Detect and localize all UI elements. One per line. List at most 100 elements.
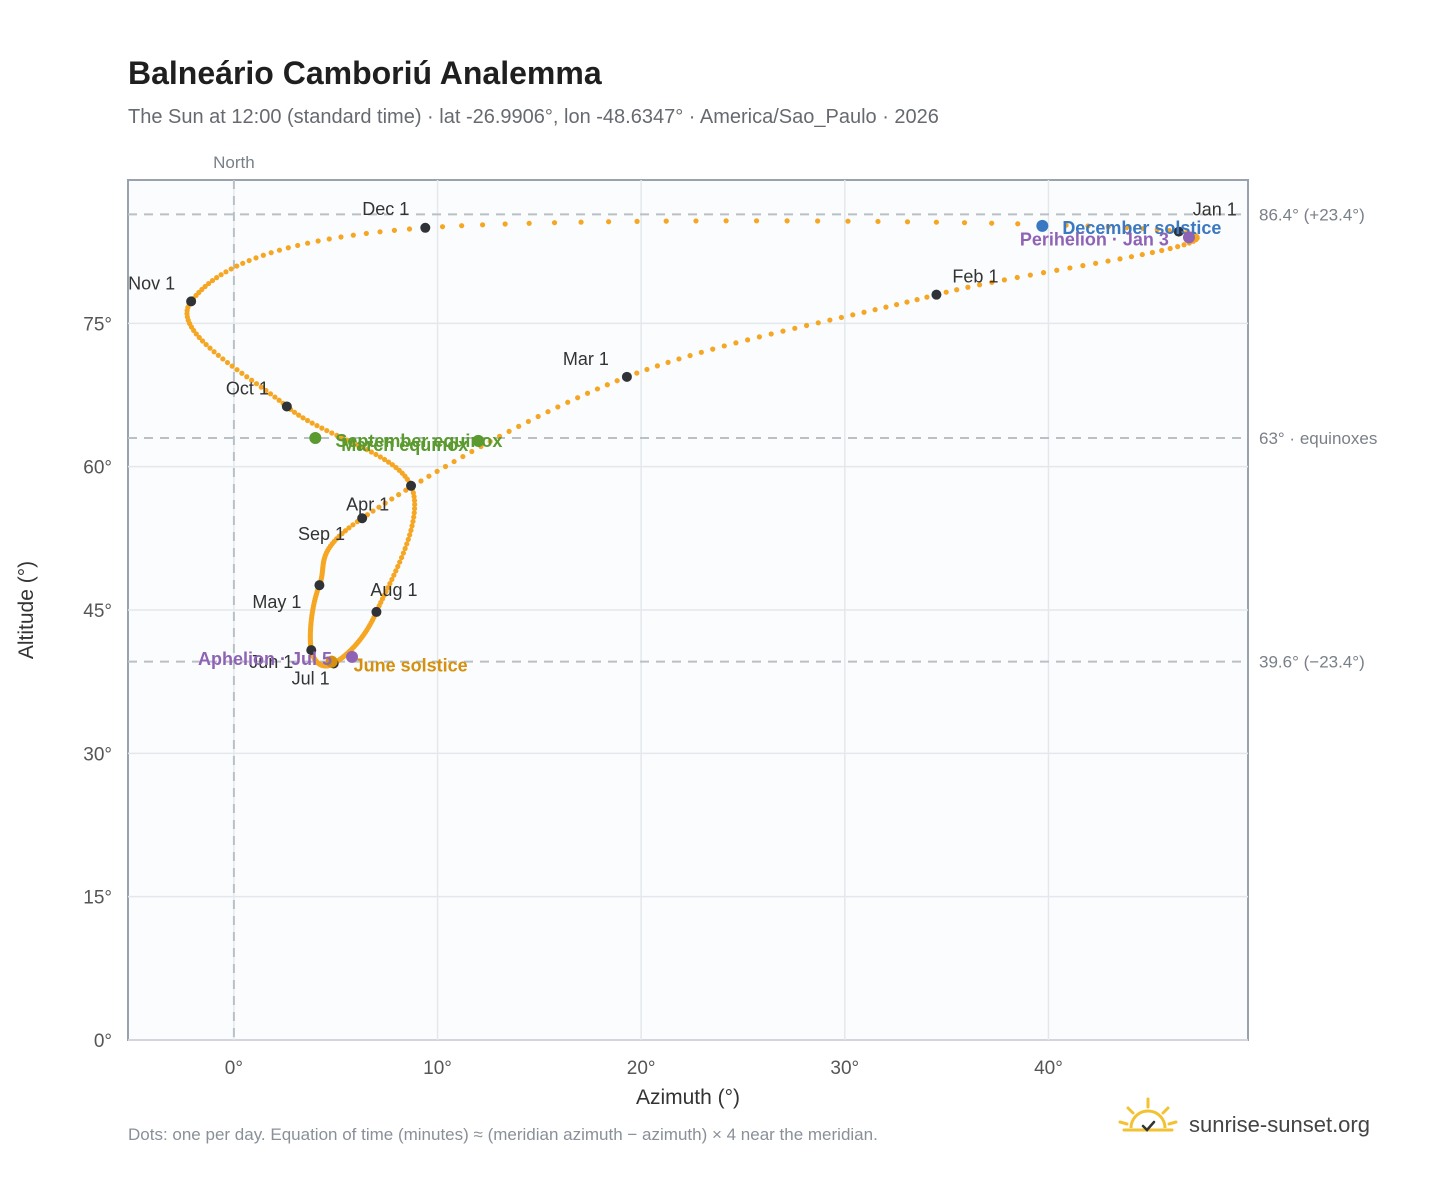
month-label: Oct 1	[226, 378, 269, 398]
month-label: Jun 1	[249, 652, 293, 672]
month-marker	[406, 480, 417, 491]
analemma-dot	[861, 309, 867, 315]
analemma-dot	[883, 304, 889, 310]
analemma-dot	[654, 363, 661, 369]
analemma-dot	[223, 269, 229, 275]
analemma-dot	[272, 394, 278, 400]
analemma-dot	[314, 423, 320, 429]
analemma-dot	[405, 536, 411, 543]
analemma-dot	[268, 250, 274, 256]
analemma-dot	[1139, 251, 1145, 258]
analemma-dot	[300, 415, 306, 421]
sun-icon	[1118, 1097, 1178, 1132]
analemma-dot	[326, 236, 332, 242]
x-tick-label: 10°	[423, 1058, 452, 1079]
analemma-dot	[469, 448, 475, 455]
event-marker	[1182, 231, 1195, 244]
analemma-dot	[397, 559, 403, 565]
analemma-dot	[565, 399, 571, 405]
analemma-dot	[1001, 277, 1007, 283]
month-marker	[931, 289, 942, 300]
month-label: May 1	[252, 592, 301, 612]
month-label: Dec 1	[362, 199, 409, 219]
analemma-dot	[234, 263, 240, 269]
analemma-dot	[1085, 223, 1091, 229]
analemma-dot	[1181, 242, 1187, 248]
analemma-dot	[350, 232, 356, 238]
analemma-dot	[220, 356, 226, 362]
analemma-dot	[206, 280, 212, 287]
analemma-dot	[1167, 245, 1173, 252]
analemma-dot	[663, 218, 669, 224]
meridian-label: North	[213, 153, 255, 172]
analemma-dot	[1014, 274, 1020, 281]
reference-line-label: 39.6° (−23.4°)	[1259, 653, 1365, 672]
analemma-dot	[391, 572, 397, 578]
analemma-dot	[780, 328, 786, 334]
analemma-dot	[398, 554, 405, 561]
analemma-dot	[989, 220, 995, 226]
analemma-dot	[339, 435, 345, 441]
x-tick-label: 40°	[1034, 1058, 1063, 1079]
event-label: Perihelion · Jan 3	[1020, 229, 1169, 249]
analemma-dot	[1140, 225, 1146, 232]
analemma-dot	[516, 423, 522, 429]
analemma-dot	[377, 454, 383, 460]
analemma-dot	[634, 370, 640, 376]
analemma-dot	[721, 343, 727, 349]
analemma-dot	[304, 417, 311, 424]
analemma-dot	[403, 487, 409, 493]
event-marker	[309, 432, 322, 444]
month-label: Sep 1	[298, 524, 345, 544]
month-marker	[621, 371, 632, 382]
analemma-dot	[545, 409, 551, 415]
analemma-dot	[710, 346, 716, 352]
month-label: Feb 1	[952, 267, 998, 287]
analemma-dot	[211, 349, 217, 355]
y-tick-label: 15°	[83, 888, 112, 909]
analemma-dot	[1166, 227, 1172, 234]
analemma-dot	[1149, 249, 1156, 256]
analemma-dot	[276, 397, 282, 403]
analemma-dot	[350, 522, 356, 528]
analemma-dot	[215, 352, 221, 358]
month-label: Nov 1	[128, 273, 175, 293]
analemma-dot	[604, 382, 610, 388]
analemma-dot	[665, 359, 671, 365]
meridian: North	[213, 153, 255, 1040]
analemma-dot	[914, 297, 920, 303]
analemma-dot	[434, 468, 440, 474]
analemma-dot	[687, 352, 693, 359]
analemma-dot	[1027, 272, 1033, 278]
analemma-dot	[396, 492, 402, 498]
analemma-dot	[385, 585, 391, 591]
month-marker	[357, 513, 368, 524]
analemma-dot	[411, 510, 417, 516]
analemma-dot	[258, 384, 264, 390]
analemma-dot	[1080, 263, 1086, 269]
analemma-dot	[389, 496, 395, 502]
analemma-dot	[924, 294, 930, 300]
analemma-dot	[634, 218, 640, 224]
analemma-dot	[525, 418, 531, 425]
analemma-dot	[850, 312, 856, 318]
brand-name: sunrise-sunset.org	[1189, 1112, 1370, 1137]
month-marker	[420, 222, 431, 233]
analemma-dot	[410, 518, 416, 525]
analemma-dot	[391, 227, 398, 233]
analemma-dot	[393, 568, 399, 574]
analemma-dot	[411, 505, 418, 512]
y-tick-label: 60°	[83, 458, 112, 479]
analemma-dot	[451, 458, 457, 465]
month-marker	[1173, 226, 1184, 237]
analemma-dot	[893, 301, 900, 308]
analemma-dot	[815, 218, 821, 224]
analemma-dot	[389, 576, 395, 583]
y-tick-label: 45°	[83, 601, 112, 622]
analemma-dot	[364, 446, 370, 453]
analemma-dot	[309, 420, 315, 426]
analemma-dot	[214, 275, 220, 281]
analemma-dot	[389, 462, 395, 468]
chart-title: Balneário Camboriú Analemma	[128, 55, 602, 91]
